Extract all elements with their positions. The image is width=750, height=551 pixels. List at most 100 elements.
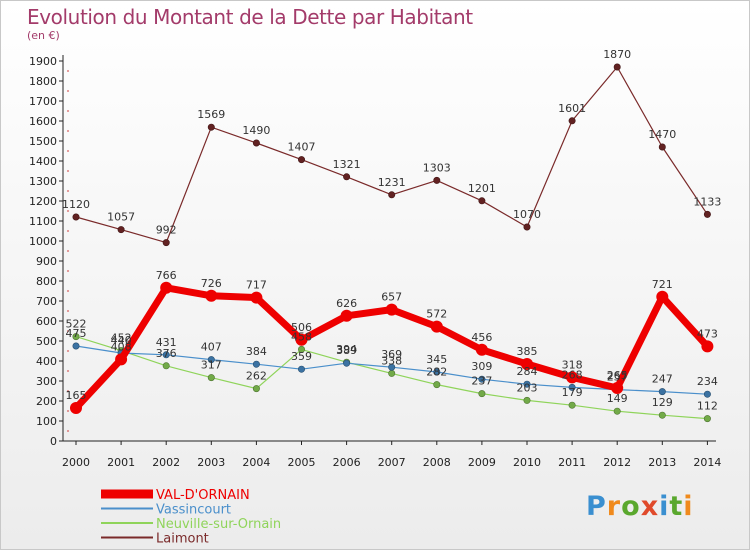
x-tick-label: 2002 [152,456,180,469]
chart-title: Evolution du Montant de la Dette par Hab… [27,5,473,29]
data-label: 318 [562,358,583,371]
data-label: 522 [66,318,87,331]
data-point [475,343,488,356]
x-tick-label: 2014 [693,456,721,469]
data-point [613,63,621,71]
data-point [703,210,711,218]
data-label: 237 [471,375,492,388]
data-point [72,213,80,221]
data-point [478,197,486,205]
data-label: 112 [697,400,718,413]
data-label: 657 [381,291,402,304]
y-tick-label: 800 [36,275,57,288]
data-label: 268 [562,368,583,381]
data-point [115,353,128,366]
data-point [162,239,170,247]
x-tick-label: 2009 [468,456,496,469]
y-tick-label: 1200 [29,195,57,208]
y-tick-label: 1600 [29,115,57,128]
y-tick-label: 600 [36,315,57,328]
data-point [656,290,669,303]
x-tick-label: 2012 [603,456,631,469]
legend-item: Vassincourt [101,503,231,518]
data-label: 407 [201,341,222,354]
data-point [611,382,624,394]
data-label: 431 [156,336,177,349]
data-point [568,117,576,125]
data-label: 1490 [242,124,270,137]
y-tick-label: 1000 [29,235,57,248]
y-tick-label: 1700 [29,95,57,108]
series-neuville-sur-ornain [72,333,711,423]
logo-letter: t [669,491,684,522]
data-label: 376 [156,347,177,360]
data-point [658,143,666,151]
data-point [521,358,533,370]
legend-label: Vassincourt [156,503,231,518]
data-point [162,351,170,359]
data-label: 721 [652,278,673,291]
data-point [207,374,215,382]
data-label: 1407 [288,141,316,154]
chart-unit-label: (en €) [27,29,60,42]
data-point [340,309,353,322]
data-label: 717 [246,279,267,292]
data-point [70,402,82,414]
data-label: 456 [471,331,492,344]
series-line [75,66,709,244]
logo-letter: x [640,491,660,522]
data-label: 572 [426,308,447,321]
data-label: 626 [336,297,357,310]
data-point [568,401,576,409]
x-tick-label: 2001 [107,456,135,469]
data-label: 345 [426,353,447,366]
y-tick-label: 400 [36,355,57,368]
data-point [72,333,80,341]
data-point [658,411,666,419]
data-label: 384 [246,345,267,358]
data-label: 359 [291,350,312,363]
data-label: 282 [426,366,447,379]
data-point [478,390,486,398]
x-tick-label: 2004 [242,456,270,469]
data-point [117,226,125,234]
data-label: 1870 [603,48,631,61]
proxiti-logo: Proxiti [586,491,694,522]
data-label: 458 [291,330,312,343]
data-point [703,415,711,423]
data-point [297,156,305,164]
series-laimont [72,63,711,247]
x-tick-label: 2007 [378,456,406,469]
legend-label: Laimont [156,532,209,547]
y-tick-label: 100 [36,415,57,428]
data-point [566,371,579,384]
data-label: 338 [381,354,402,367]
data-label: 1601 [558,102,586,115]
data-label: 247 [652,373,673,386]
data-label: 1303 [423,161,451,174]
data-point [160,281,173,294]
data-point [205,289,218,302]
data-label: 149 [607,392,628,405]
data-point [72,342,80,350]
data-label: 408 [111,340,132,353]
y-tick-label: 200 [36,395,57,408]
x-tick-label: 2005 [288,456,316,469]
logo-letter: i [659,491,670,522]
x-tick-label: 2008 [423,456,451,469]
y-tick-label: 500 [36,335,57,348]
logo-letter: i [683,491,694,522]
data-label: 369 [381,348,402,361]
data-point [701,340,714,353]
legend-label: Neuville-sur-Ornain [156,517,281,532]
data-point [433,368,441,376]
data-point [388,363,396,371]
data-point [162,362,170,370]
data-label: 1321 [333,158,361,171]
y-tick-label: 1100 [29,215,57,228]
data-point [252,385,260,393]
legend-item: Neuville-sur-Ornain [101,517,281,532]
y-tick-label: 1500 [29,135,57,148]
data-point [250,291,263,304]
data-label: 473 [697,327,718,340]
